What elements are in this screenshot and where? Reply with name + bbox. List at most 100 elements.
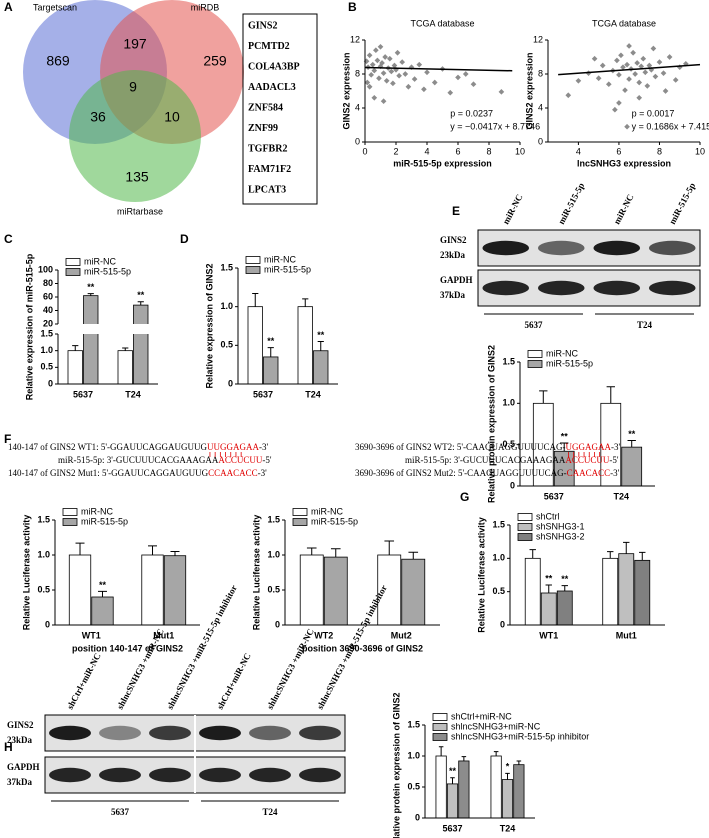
x-axis-label: lncSNHG3 expression: [577, 158, 671, 168]
legend-swatch: [65, 258, 81, 266]
bar: [323, 556, 348, 626]
y-axis-label: GINS2 expression: [524, 52, 534, 129]
point: [599, 62, 606, 69]
bar: [540, 592, 557, 626]
y-tick-label: 1.5: [407, 719, 420, 729]
point: [421, 86, 427, 93]
venn-count: 10: [164, 109, 180, 125]
sequence-part: -5': [609, 455, 618, 465]
x-tick-label: T24: [125, 389, 141, 399]
band: [648, 240, 696, 256]
panel-label: C: [4, 232, 13, 246]
point: [616, 72, 622, 78]
band: [199, 767, 241, 783]
x-tick-label: T24: [613, 491, 629, 501]
legend-swatch: [292, 518, 308, 526]
y-tick-label: 12: [350, 34, 360, 44]
point: [455, 74, 461, 81]
error-bar: [438, 746, 444, 756]
sequence: 3690-3696 of GINS2 Mut2: 5'-CAAGUAGGUUUU…: [355, 468, 620, 478]
gene: PCMTD2: [248, 41, 290, 52]
legend-label: shSNHG3-2: [536, 531, 585, 541]
panel-label: B: [348, 0, 357, 14]
point: [591, 55, 598, 62]
bar: [141, 554, 164, 626]
venn-count: 869: [46, 53, 70, 69]
y-axis-label: Relative protein expression of GINS2: [391, 692, 401, 838]
y-tick-label: 40: [43, 305, 53, 315]
y-tick-label: 100: [38, 264, 53, 274]
lane-label: miR-NC: [612, 193, 636, 226]
bar: [313, 350, 329, 385]
point: [672, 77, 679, 83]
venn-count: 135: [125, 169, 149, 185]
point: [498, 89, 505, 95]
sequence-part: UUGGAGAA: [207, 442, 259, 452]
x-tick-label: 5637: [253, 389, 273, 399]
panel-label: E: [452, 204, 460, 218]
bar: [247, 306, 263, 385]
point: [462, 71, 469, 77]
error-bar: [170, 551, 180, 556]
y-tick-label: 0: [538, 136, 543, 146]
sequence-part: miR-515-5p: 3'-GUCUUUCACGAAAGAA: [58, 455, 219, 465]
legend-label: miR-NC: [81, 506, 113, 516]
band: [249, 767, 291, 783]
bar: [297, 306, 313, 385]
error-bar: [493, 751, 499, 756]
y-tick-label: 1.0: [220, 301, 233, 311]
point: [380, 70, 387, 76]
error-bar: [148, 545, 158, 555]
y-axis-label: Relative Luciferase activity: [21, 515, 31, 631]
legend-swatch: [62, 508, 78, 516]
x-tick-label: Mut1: [153, 630, 174, 640]
y-tick-label: 0.5: [407, 781, 420, 791]
sequence-part: CAACACC: [567, 468, 611, 478]
legend-swatch: [432, 713, 448, 721]
legend-label: shCtrl+miR-NC: [451, 711, 512, 721]
bar: [83, 295, 99, 385]
group-label: 5637: [111, 807, 130, 817]
venn-count: 9: [129, 79, 137, 95]
legend-label: miR-515-5p: [546, 358, 593, 368]
x-axis-label: position 3690-3696 of GINS2: [302, 643, 423, 653]
sequence-part: ACCUCUU: [218, 455, 263, 465]
bar: [299, 554, 324, 626]
point: [638, 63, 645, 70]
gene: COL4A3BP: [248, 61, 300, 72]
y-tick-label: 20: [43, 318, 53, 328]
point: [373, 47, 379, 54]
legend-label: miR-515-5p: [81, 516, 128, 526]
point: [447, 89, 454, 96]
y-tick-label: 0.5: [220, 340, 233, 350]
y-tick-label: 0: [355, 136, 360, 146]
significance: **: [87, 282, 95, 292]
chart-title: TCGA database: [592, 18, 656, 28]
x-tick-label: T24: [500, 823, 516, 833]
point: [612, 106, 618, 113]
error-bar: [461, 756, 467, 761]
error-bar: [137, 301, 144, 306]
point: [614, 57, 620, 64]
band: [249, 725, 291, 741]
significance: **: [628, 429, 636, 439]
significance: **: [317, 330, 325, 340]
point: [371, 67, 378, 74]
sequence-part: UGGAGAA: [565, 442, 611, 452]
venn-count: 197: [123, 36, 147, 52]
venn-set: miRtarbase: [117, 206, 163, 216]
error-bar: [539, 390, 548, 404]
annotation: p = 0.0237: [450, 108, 493, 118]
y-axis-label: GINS2 expression: [341, 52, 351, 129]
y-tick-label: 80: [43, 278, 53, 288]
error-bar: [87, 293, 94, 296]
y-axis-label: Relative Luciferase activity: [476, 517, 486, 633]
gene: ZNF584: [248, 102, 283, 113]
legend-label: miR-515-5p: [311, 516, 358, 526]
error-bar: [450, 777, 455, 784]
y-tick-label: 0.5: [40, 362, 53, 372]
point: [642, 69, 649, 76]
x-tick-label: T24: [305, 389, 321, 399]
point: [662, 88, 669, 94]
panel-label: D: [180, 232, 189, 246]
